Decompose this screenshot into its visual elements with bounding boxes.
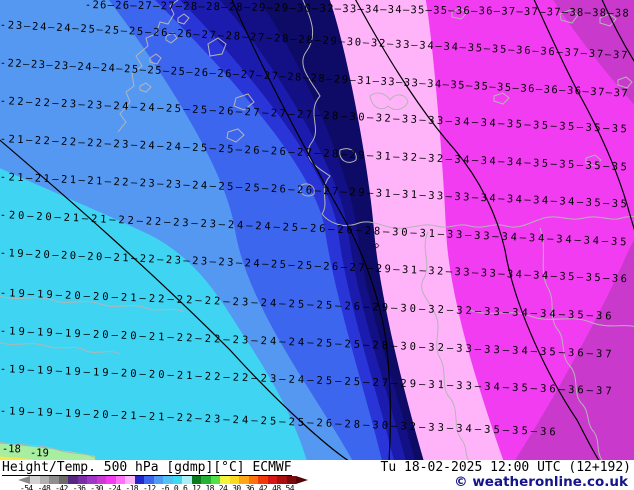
scale-tick-label: 24 — [218, 484, 228, 490]
temperature-row: -19 — [29, 447, 49, 460]
coastline-green-edge — [0, 441, 97, 459]
scale-tick-label: -6 — [160, 484, 170, 490]
coastline-sw-1 — [0, 295, 185, 313]
scale-tick-label: -24 — [107, 484, 121, 490]
scale-tick-label: -18 — [125, 484, 139, 490]
scale-color-segment — [77, 476, 87, 484]
scale-color-segment — [258, 476, 268, 484]
scale-tick-label: 30 — [232, 484, 241, 490]
scale-color-segment — [96, 476, 106, 484]
scale-color-segment — [191, 476, 201, 484]
scale-tick-label: -12 — [142, 484, 156, 490]
footer-bar: Height/Temp. 500 hPa [gdmp][°C] ECMWF Tu… — [0, 460, 634, 490]
border-line-2 — [539, 227, 603, 460]
map-canvas: ◇ -26—26—27—27—28—28—28—29—29—30—32—33—3… — [0, 0, 634, 460]
scale-tick-label: 0 — [173, 484, 179, 490]
temperature-row: -18 — [1, 443, 21, 456]
scale-color-segment — [286, 476, 296, 484]
contour-line-1 — [231, 0, 392, 460]
scale-color-segment — [229, 476, 239, 484]
coastline-islands-nw — [139, 13, 190, 93]
scale-color-segment — [125, 476, 135, 484]
map-graphics — [0, 0, 634, 460]
scale-color-segment — [68, 476, 78, 484]
scale-tick-label: -42 — [55, 484, 68, 490]
scale-tick-label: 48 — [272, 484, 281, 490]
scale-color-segment — [163, 476, 173, 484]
coastline-lake-2 — [299, 148, 357, 197]
scale-color-segment — [39, 476, 49, 484]
map-title: Height/Temp. 500 hPa [gdmp][°C] ECMWF — [2, 460, 292, 476]
scale-color-segment — [115, 476, 125, 484]
scale-tick-label: 54 — [285, 484, 295, 490]
contour-diamond-marker: ◇ — [374, 241, 380, 251]
scale-color-segment — [239, 476, 249, 484]
scale-color-segment — [220, 476, 230, 484]
scale-color-segment — [210, 476, 220, 484]
scale-color-segment — [153, 476, 163, 484]
scale-color-segment — [267, 476, 277, 484]
coastline-gulf — [302, 0, 634, 229]
contour-line-5 — [601, 0, 634, 62]
band-purple-bottomright — [515, 240, 634, 460]
scale-color-segment — [87, 476, 97, 484]
scale-tick-label: 18 — [205, 484, 214, 490]
scale-tick-label: -36 — [72, 484, 86, 490]
coastline-fjords — [117, 0, 179, 133]
scale-color-segment — [58, 476, 68, 484]
scale-color-segment — [144, 476, 154, 484]
band-green-corner — [0, 443, 95, 460]
coastline-islands-w — [207, 37, 255, 143]
scale-color-segment — [248, 476, 258, 484]
border-line-1 — [421, 231, 470, 460]
contour-line-4 — [533, 0, 634, 231]
scale-arrow-right-icon — [296, 476, 308, 484]
scale-arrow-left-icon — [18, 476, 30, 484]
band-yellow-corner — [0, 456, 32, 460]
scale-color-segment — [172, 476, 182, 484]
band-purple-topright — [553, 0, 634, 105]
map-timestamp: Tu 18-02-2025 12:00 UTC (12+192) — [380, 460, 631, 475]
temperature-bands — [0, 0, 634, 460]
coastline-sw-2 — [0, 341, 121, 355]
height-contours — [0, 0, 634, 460]
contour-line-3 — [355, 0, 600, 460]
scale-color-segment — [49, 476, 59, 484]
scale-color-segment — [182, 476, 192, 484]
scale-tick-label: -48 — [37, 484, 51, 490]
scale-tick-label: 12 — [192, 484, 201, 490]
scale-color-segment — [277, 476, 287, 484]
band-cyan — [0, 168, 307, 460]
coastlines — [0, 0, 634, 460]
border-line-3 — [469, 309, 634, 327]
scale-color-segment — [106, 476, 116, 484]
scale-tick-label: 6 — [182, 484, 188, 490]
scale-color-segment — [134, 476, 144, 484]
scale-tick-label: 36 — [245, 484, 254, 490]
scale-color-segment — [201, 476, 211, 484]
scale-color-segment — [30, 476, 40, 484]
temperature-color-scale — [18, 476, 308, 484]
scale-tick-label: -30 — [90, 484, 103, 490]
copyright-watermark: © weatheronline.co.uk — [454, 474, 628, 490]
scale-tick-labels: -54 -48 -42 -36 -30 -24 -18 -12 -6 0 6 12 18 24 30 36 42… — [20, 484, 295, 490]
scale-tick-label: -54 — [20, 484, 33, 490]
contour-line-2 — [0, 139, 349, 460]
scale-tick-label: 42 — [258, 484, 268, 490]
coastline-lake-1 — [369, 92, 409, 110]
